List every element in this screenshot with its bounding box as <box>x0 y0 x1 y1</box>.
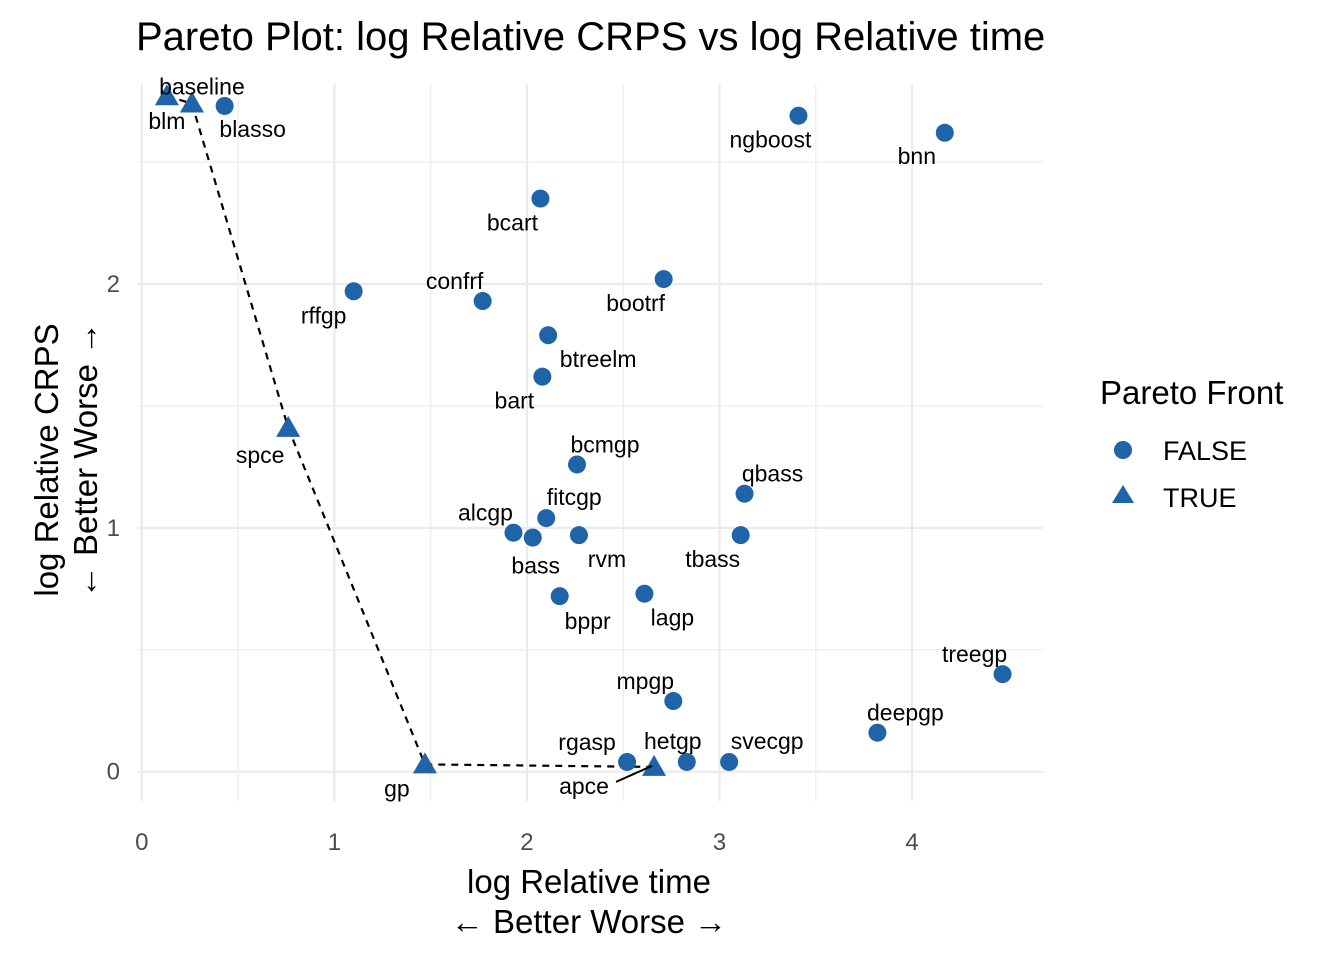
x-tick-label: 3 <box>713 829 726 856</box>
x-tick-label: 1 <box>328 829 341 856</box>
legend-triangle-marker <box>1112 485 1134 503</box>
point-bass <box>523 528 542 547</box>
point-qbass <box>735 484 754 503</box>
label-alcgp: alcgp <box>458 500 513 526</box>
point-bootrf <box>654 270 673 289</box>
point-rffgp <box>344 282 363 301</box>
point-tbass <box>731 526 750 545</box>
label-qbass: qbass <box>742 461 803 487</box>
label-bootrf: bootrf <box>606 290 665 316</box>
x-tick-label: 4 <box>905 829 918 856</box>
label-bart: bart <box>495 388 535 414</box>
y-tick-label: 1 <box>107 515 120 542</box>
y-axis-ticks: 0 1 2 <box>107 271 120 786</box>
label-blasso: blasso <box>219 116 285 142</box>
point-fitcgp <box>537 509 556 528</box>
label-spce: spce <box>236 442 285 468</box>
y-tick-label: 2 <box>107 271 120 298</box>
label-rffgp: rffgp <box>301 302 347 328</box>
label-svecgp: svecgp <box>731 728 804 754</box>
label-treegp: treegp <box>942 641 1007 667</box>
point-bnn <box>935 123 954 142</box>
point-mpgp <box>664 692 683 711</box>
point-bcmgp <box>568 455 587 474</box>
point-lagp <box>635 584 654 603</box>
label-tbass: tbass <box>685 546 740 572</box>
label-bppr: bppr <box>565 608 611 634</box>
label-rvm: rvm <box>588 546 626 572</box>
point-svecgp <box>720 752 739 771</box>
legend-label-true: TRUE <box>1163 483 1237 513</box>
x-tick-label: 0 <box>135 829 148 856</box>
label-mpgp: mpgp <box>617 668 675 694</box>
label-ngboost: ngboost <box>730 127 812 153</box>
point-baseline <box>179 91 204 113</box>
point-bart <box>533 367 552 386</box>
point-bcart <box>531 189 550 208</box>
label-rgasp: rgasp <box>558 729 616 755</box>
label-bnn: bnn <box>898 143 936 169</box>
y-axis-subtitle-group: ← Better Worse → <box>67 322 104 598</box>
point-alcgp <box>504 523 523 542</box>
label-bass: bass <box>511 553 560 579</box>
y-axis-title-group: log Relative CRPS <box>28 323 65 596</box>
point-blasso <box>215 96 234 115</box>
chart-title: Pareto Plot: log Relative CRPS vs log Re… <box>136 15 1045 59</box>
x-axis-title: log Relative time <box>467 863 711 900</box>
label-deepgp: deepgp <box>867 700 944 726</box>
point-ngboost <box>789 106 808 125</box>
label-hetgp: hetgp <box>644 728 702 754</box>
point-blm <box>154 84 179 106</box>
label-gp: gp <box>384 775 410 801</box>
label-blm: blm <box>148 108 185 134</box>
point-deepgp <box>868 723 887 742</box>
label-confrf: confrf <box>426 268 484 294</box>
legend-label-false: FALSE <box>1163 436 1247 466</box>
label-bcart: bcart <box>487 210 539 236</box>
label-bcmgp: bcmgp <box>570 431 639 457</box>
point-apce <box>642 754 667 776</box>
x-axis-ticks: 0 1 2 3 4 <box>135 829 919 856</box>
label-fitcgp: fitcgp <box>547 484 602 510</box>
label-apce: apce <box>559 773 609 799</box>
legend: Pareto Front FALSE TRUE <box>1100 374 1283 513</box>
point-spce <box>276 415 301 437</box>
point-btreelm <box>539 326 558 345</box>
point-bppr <box>550 587 569 606</box>
legend-title: Pareto Front <box>1100 374 1283 411</box>
grid <box>138 84 1043 801</box>
apce-label-leader <box>615 764 653 783</box>
point-gp <box>412 752 437 774</box>
x-tick-label: 2 <box>520 829 533 856</box>
point-labels: blm baseline blasso ngboost bnn bcart bootrf rf… <box>148 74 1007 802</box>
point-rgasp <box>618 752 637 771</box>
y-axis-subtitle: ← Better Worse → <box>67 322 104 598</box>
label-lagp: lagp <box>651 605 694 631</box>
y-tick-label: 0 <box>107 759 120 786</box>
point-rvm <box>569 526 588 545</box>
point-hetgp <box>677 752 696 771</box>
legend-circle-marker <box>1114 441 1132 459</box>
data-points <box>154 84 1012 776</box>
y-axis-title: log Relative CRPS <box>28 323 65 596</box>
point-treegp <box>993 665 1012 684</box>
point-confrf <box>473 292 492 311</box>
x-axis-subtitle: ← Better Worse → <box>451 903 727 940</box>
label-btreelm: btreelm <box>560 346 637 372</box>
label-baseline: baseline <box>159 74 245 100</box>
